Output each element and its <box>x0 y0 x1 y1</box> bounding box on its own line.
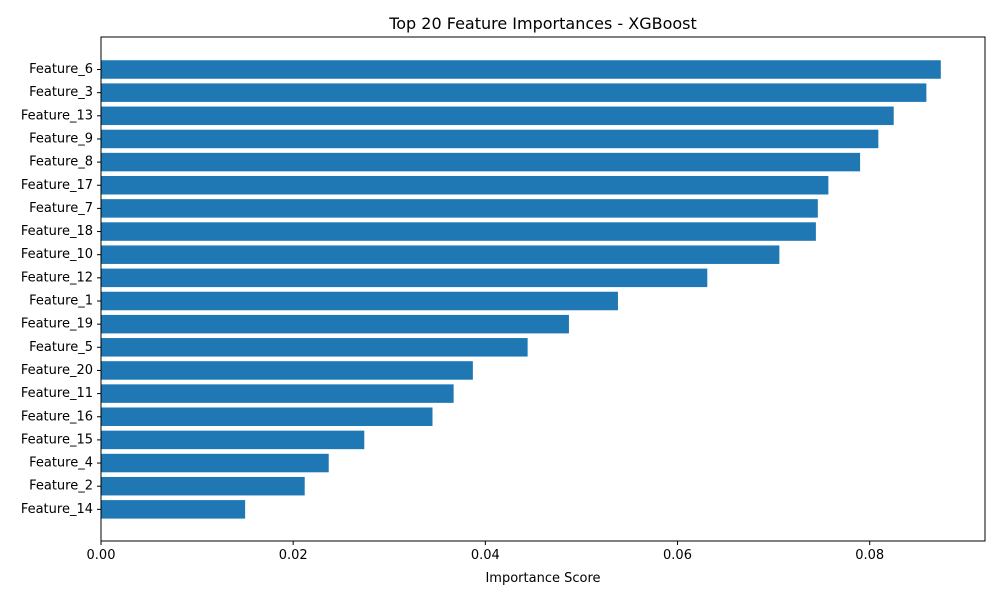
x-axis-label: Importance Score <box>485 571 600 586</box>
y-tick-label: Feature_17 <box>21 178 93 193</box>
y-tick-label: Feature_3 <box>29 85 93 100</box>
y-tick-label: Feature_12 <box>21 270 93 285</box>
bar-feature-7 <box>101 199 818 218</box>
plot-frame <box>100 36 986 542</box>
bar-feature-20 <box>101 361 473 380</box>
y-tick-label: Feature_1 <box>29 294 93 309</box>
x-tick-label: 0.00 <box>87 548 116 563</box>
y-tick-label: Feature_18 <box>21 224 93 239</box>
bar-feature-6 <box>101 60 941 79</box>
y-tick-label: Feature_20 <box>21 363 93 378</box>
bar-feature-19 <box>101 314 569 334</box>
y-tick-labels: Feature_6 Feature_3 Feature_13 Feature_9 Fea… <box>21 62 101 517</box>
y-tick-label: Feature_15 <box>21 432 93 447</box>
y-tick-label: Feature_14 <box>21 502 93 517</box>
bar-feature-3 <box>101 83 927 102</box>
y-tick-label: Feature_7 <box>29 201 93 216</box>
chart-title: Top 20 Feature Importances - XGBoost <box>388 14 697 33</box>
bar-feature-1 <box>101 291 618 311</box>
bar-feature-8 <box>101 152 861 172</box>
bar-feature-5 <box>101 338 528 357</box>
bar-feature-12 <box>101 268 708 288</box>
y-tick-label: Feature_9 <box>29 131 93 146</box>
y-tick-label: Feature_6 <box>29 62 93 77</box>
bar-feature-10 <box>101 245 780 264</box>
bars-group <box>101 60 941 519</box>
x-tick-label: 0.08 <box>855 548 884 563</box>
bar-feature-2 <box>101 476 305 496</box>
bar-feature-4 <box>101 453 329 473</box>
y-tick-label: Feature_4 <box>29 456 93 471</box>
y-tick-label: Feature_16 <box>21 409 93 424</box>
bar-feature-16 <box>101 407 433 426</box>
y-tick-label: Feature_11 <box>21 386 93 401</box>
x-tick-label: 0.06 <box>663 548 692 563</box>
y-tick-label: Feature_13 <box>21 108 93 123</box>
bar-feature-18 <box>101 222 816 241</box>
bar-feature-15 <box>101 430 365 450</box>
bar-feature-9 <box>101 129 879 149</box>
bar-feature-17 <box>101 176 829 195</box>
y-tick-label: Feature_8 <box>29 155 93 170</box>
y-tick-label: Feature_5 <box>29 340 93 355</box>
x-tick-label: 0.02 <box>279 548 308 563</box>
y-tick-label: Feature_10 <box>21 247 93 262</box>
bar-feature-11 <box>101 384 454 403</box>
y-tick-label: Feature_2 <box>29 479 93 494</box>
x-tick-label: 0.04 <box>471 548 500 563</box>
y-tick-label: Feature_19 <box>21 317 93 332</box>
x-ticks: 0.00 0.02 0.04 0.06 0.08 <box>87 541 884 563</box>
bar-feature-13 <box>101 106 894 126</box>
bar-feature-14 <box>101 500 246 519</box>
